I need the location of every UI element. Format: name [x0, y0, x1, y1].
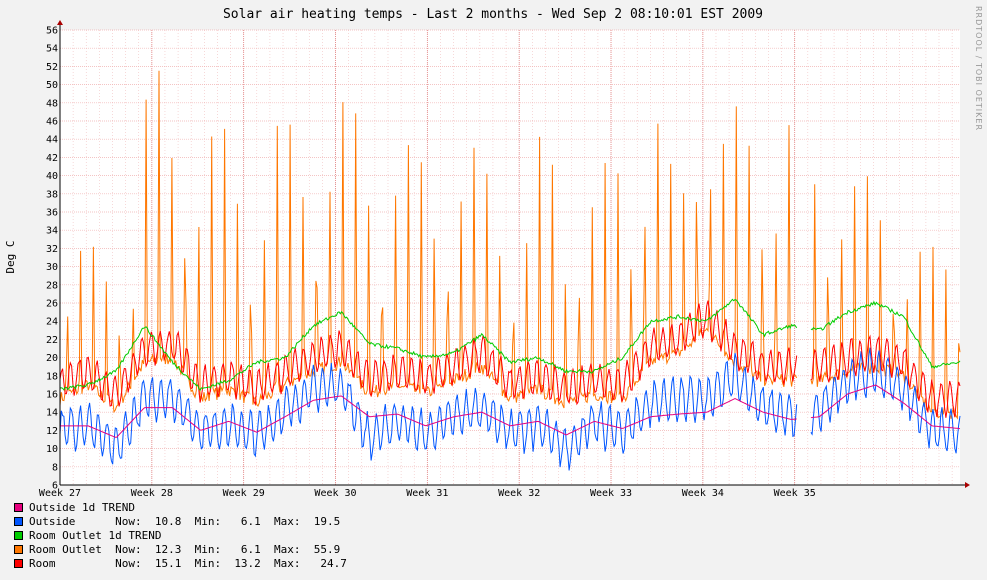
series-layer: [59, 70, 961, 471]
plot-area: [60, 30, 960, 485]
y-tick-label: 48: [46, 98, 58, 109]
y-tick-label: 6: [52, 481, 58, 492]
legend-swatch: [14, 530, 23, 540]
series-line-room-outlet-trend: [59, 298, 961, 392]
y-axis-label: Deg C: [4, 240, 17, 273]
chart-title: Solar air heating temps - Last 2 months …: [223, 7, 763, 22]
legend-stats: Now: 10.8 Min: 6.1 Max: 19.5: [108, 514, 341, 528]
grid: [59, 29, 960, 486]
y-tick-label: 24: [46, 317, 58, 328]
legend-item: Room Outlet Now: 12.3 Min: 6.1 Max: 55.9: [14, 542, 347, 556]
y-tick-label: 40: [46, 171, 58, 182]
y-tick-label: 56: [46, 26, 58, 37]
y-tick-label: 50: [46, 80, 58, 91]
legend-swatch: [14, 558, 23, 568]
legend-item: Room Outlet 1d TREND: [14, 528, 347, 542]
x-tick-label: Week 27: [39, 488, 81, 499]
y-tick-label: 52: [46, 62, 58, 73]
series-line-outside: [59, 347, 961, 471]
y-tick-label: 38: [46, 189, 58, 200]
y-axis-arrow: [57, 20, 63, 25]
watermark: RRDTOOL / TOBI OETIKER: [974, 6, 983, 132]
y-tick-label: 12: [46, 426, 58, 437]
y-tick-label: 32: [46, 244, 58, 255]
legend: Outside 1d TREND Outside Now: 10.8 Min: 6…: [14, 500, 347, 570]
series-line-outside-trend: [60, 384, 961, 438]
y-tick-label: 42: [46, 153, 58, 164]
series-line-room: [59, 300, 961, 418]
y-tick-label: 28: [46, 280, 58, 291]
legend-swatch: [14, 516, 23, 526]
y-tick-label: 54: [46, 44, 58, 55]
legend-item: Room Now: 15.1 Min: 13.2 Max: 24.7: [14, 556, 347, 570]
legend-label: Room: [29, 556, 109, 570]
y-tick-label: 26: [46, 299, 58, 310]
legend-swatch: [14, 544, 23, 554]
x-tick-label: Week 28: [131, 488, 173, 499]
y-tick-label: 18: [46, 371, 58, 382]
y-tick-label: 36: [46, 208, 58, 219]
legend-swatch: [14, 502, 23, 512]
y-tick-label: 16: [46, 390, 58, 401]
x-tick-label: Week 29: [223, 488, 265, 499]
legend-stats: Now: 15.1 Min: 13.2 Max: 24.7: [108, 556, 347, 570]
y-tick-label: 46: [46, 117, 58, 128]
x-tick-label: Week 32: [498, 488, 540, 499]
y-tick-label: 44: [46, 135, 58, 146]
legend-label: Room Outlet 1d TREND: [29, 528, 162, 542]
x-tick-label: Week 33: [590, 488, 632, 499]
legend-label: Room Outlet: [29, 542, 109, 556]
y-tick-label: 20: [46, 353, 58, 364]
x-axis-arrow: [965, 482, 970, 488]
y-tick-label: 8: [52, 462, 58, 473]
x-tick-label: Week 34: [682, 488, 724, 499]
x-tick-label: Week 30: [314, 488, 356, 499]
y-tick-label: 10: [46, 444, 58, 455]
y-tick-label: 22: [46, 335, 58, 346]
legend-label: Outside 1d TREND: [29, 500, 135, 514]
y-tick-label: 30: [46, 262, 58, 273]
y-tick-label: 34: [46, 226, 58, 237]
x-tick-label: Week 35: [774, 488, 816, 499]
legend-item: Outside Now: 10.8 Min: 6.1 Max: 19.5: [14, 514, 347, 528]
x-tick-label: Week 31: [406, 488, 448, 499]
legend-item: Outside 1d TREND: [14, 500, 347, 514]
legend-label: Outside: [29, 514, 109, 528]
legend-stats: Now: 12.3 Min: 6.1 Max: 55.9: [108, 542, 341, 556]
y-tick-label: 14: [46, 408, 58, 419]
axes: Week 27 Week 28 Week 29 Week 30 Week 31 Week …: [39, 20, 970, 499]
